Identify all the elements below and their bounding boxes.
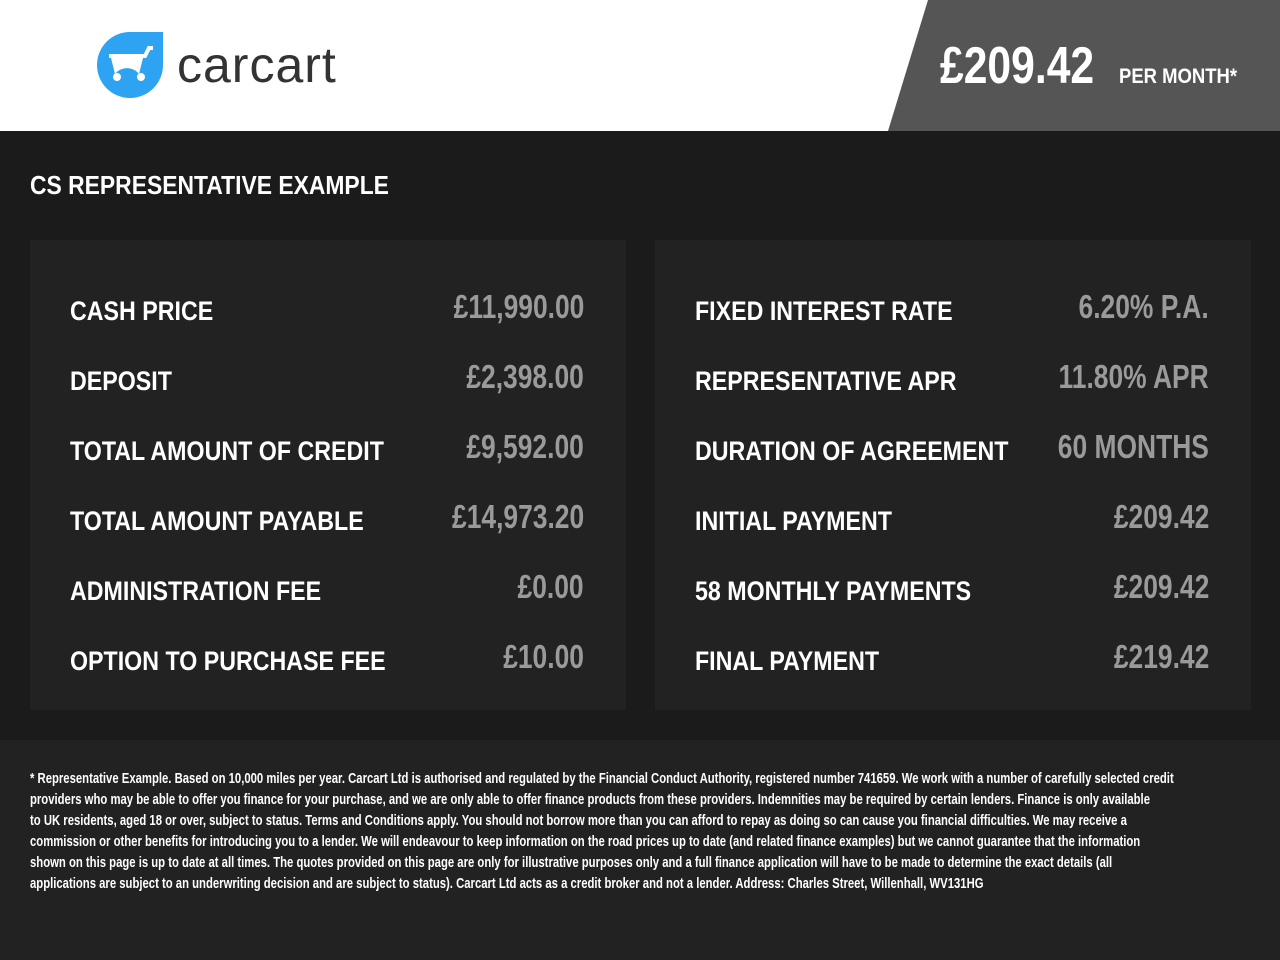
cart-logo-icon (95, 30, 165, 105)
row-label: INITIAL PAYMENT (695, 506, 892, 536)
row-value: 11.80% APR (1058, 358, 1209, 395)
row-value: 60 MONTHS (1057, 428, 1209, 465)
monthly-price: £209.42 (940, 37, 1095, 95)
row-value: £10.00 (503, 638, 584, 675)
row-label: DEPOSIT (70, 366, 172, 396)
brand-name: carcart (177, 37, 337, 93)
finance-card-left: CASH PRICE £11,990.00 DEPOSIT £2,398.00 TOTA… (30, 240, 626, 710)
row-value: £2,398.00 (466, 358, 584, 395)
row-value: £209.42 (1113, 498, 1209, 535)
finance-card-right: FIXED INTEREST RATE 6.20% P.A. REPRESENTAT… (655, 240, 1251, 710)
footnote-line: shown on this page is up to date at all … (30, 855, 1113, 871)
row-value: £9,592.00 (466, 428, 584, 465)
finance-row: TOTAL AMOUNT PAYABLE £14,973.20 (70, 498, 584, 538)
footnote: * Representative Example. Based on 10,00… (0, 740, 1280, 960)
row-label: FIXED INTEREST RATE (695, 296, 953, 326)
footnote-line: * Representative Example. Based on 10,00… (30, 771, 1174, 787)
finance-row: TOTAL AMOUNT OF CREDIT £9,592.00 (70, 428, 584, 468)
row-label: FINAL PAYMENT (695, 646, 880, 676)
section-title: CS REPRESENTATIVE EXAMPLE (30, 170, 389, 200)
row-label: REPRESENTATIVE APR (695, 366, 957, 396)
row-label: TOTAL AMOUNT OF CREDIT (70, 436, 384, 466)
finance-row: DURATION OF AGREEMENT 60 MONTHS (695, 428, 1209, 468)
row-value: £14,973.20 (451, 498, 584, 535)
row-label: CASH PRICE (70, 296, 214, 326)
finance-row: INITIAL PAYMENT £209.42 (695, 498, 1209, 538)
row-label: DURATION OF AGREEMENT (695, 436, 1009, 466)
finance-row: FIXED INTEREST RATE 6.20% P.A. (695, 288, 1209, 328)
finance-row: CASH PRICE £11,990.00 (70, 288, 584, 328)
footnote-line: providers who may be able to offer you f… (30, 792, 1150, 808)
footnote-line: to UK residents, aged 18 or over, subjec… (30, 813, 1127, 829)
finance-row: OPTION TO PURCHASE FEE £10.00 (70, 638, 584, 678)
finance-row: FINAL PAYMENT £219.42 (695, 638, 1209, 678)
row-value: £0.00 (517, 568, 584, 605)
row-value: £209.42 (1113, 568, 1209, 605)
row-value: £219.42 (1113, 638, 1209, 675)
row-value: 6.20% P.A. (1078, 288, 1209, 325)
header: carcart £209.42 PER MONTH* (0, 0, 1280, 131)
finance-row: REPRESENTATIVE APR 11.80% APR (695, 358, 1209, 398)
footnote-line: applications are subject to an underwrit… (30, 876, 984, 892)
finance-row: ADMINISTRATION FEE £0.00 (70, 568, 584, 608)
per-month-label: PER MONTH* (1119, 65, 1238, 88)
row-label: TOTAL AMOUNT PAYABLE (70, 506, 364, 536)
price-banner (888, 0, 1280, 131)
finance-row: 58 MONTHLY PAYMENTS £209.42 (695, 568, 1209, 608)
footnote-line: commission or other benefits for introdu… (30, 834, 1141, 850)
finance-row: DEPOSIT £2,398.00 (70, 358, 584, 398)
row-label: OPTION TO PURCHASE FEE (70, 646, 386, 676)
row-value: £11,990.00 (453, 288, 584, 325)
row-label: 58 MONTHLY PAYMENTS (695, 576, 972, 606)
row-label: ADMINISTRATION FEE (70, 576, 322, 606)
